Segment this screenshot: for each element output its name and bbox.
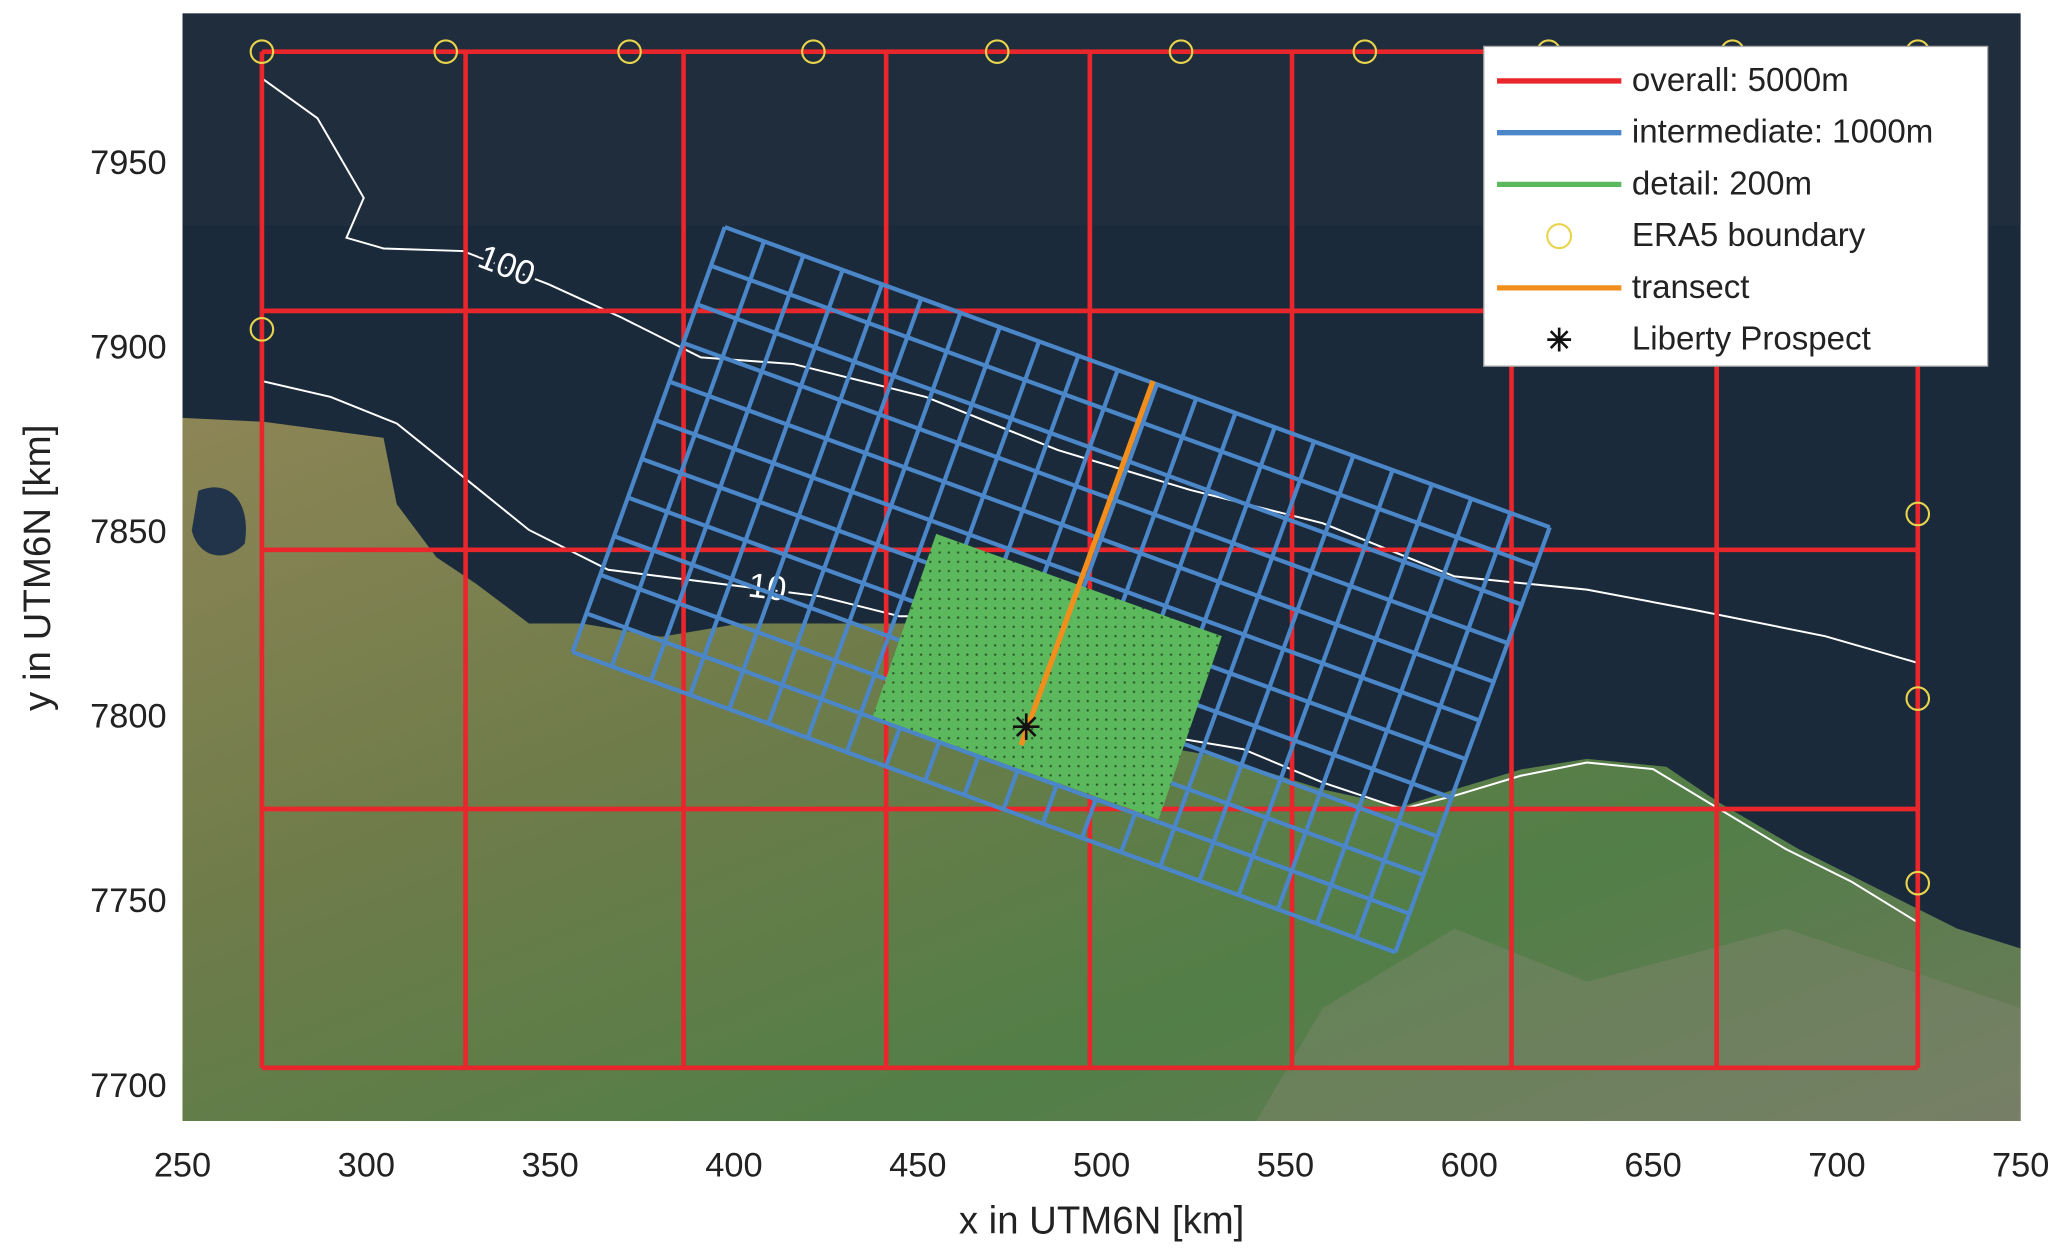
intermediate-grid-line <box>1315 497 1474 925</box>
intermediate-grid-line <box>609 240 767 668</box>
legend-label: transect <box>1632 269 1750 306</box>
legend-label: Liberty Prospect <box>1632 321 1871 358</box>
y-axis-label: y in UTM6N [km] <box>16 425 59 711</box>
legend-label: overall: 5000m <box>1632 62 1849 99</box>
era5-point <box>1905 501 1931 527</box>
intermediate-grid-line <box>668 379 1495 684</box>
era5-point <box>984 39 1010 65</box>
x-tick-label: 350 <box>521 1147 578 1185</box>
legend-marker <box>1546 223 1573 250</box>
intermediate-grid-line <box>805 312 963 739</box>
x-tick-label: 450 <box>889 1147 946 1185</box>
intermediate-grid-line <box>724 225 1551 530</box>
era5-point <box>433 39 459 65</box>
intermediate-grid-line <box>648 254 806 682</box>
x-tick-label: 300 <box>338 1147 395 1185</box>
y-tick-label: 7850 <box>90 513 166 551</box>
intermediate-grid-line <box>1197 455 1356 882</box>
x-tick-label: 400 <box>705 1147 762 1185</box>
legend-box <box>1483 45 1989 367</box>
transect-line <box>1018 380 1156 747</box>
intermediate-grid-line <box>570 226 727 653</box>
era5-point <box>249 39 275 65</box>
y-tick-label: 7700 <box>90 1067 166 1105</box>
axes: x in UTM6N [km] y in UTM6N [km] 250 300 35… <box>16 144 2050 1243</box>
legend-label: ERA5 boundary <box>1632 217 1866 254</box>
intermediate-grid-line <box>1275 483 1434 911</box>
y-tick-label: 7800 <box>90 698 166 736</box>
intermediate-grid-line <box>682 340 1509 646</box>
intermediate-grid-line <box>1354 512 1513 939</box>
intermediate-grid-line <box>688 269 845 696</box>
intermediate-grid-line <box>1236 469 1395 896</box>
x-tick-label: 700 <box>1808 1147 1865 1185</box>
y-tick-label: 7750 <box>90 882 166 920</box>
era5-point <box>1905 686 1931 711</box>
legend-marker <box>1547 327 1572 352</box>
era5-point <box>1352 39 1378 65</box>
x-tick-label: 600 <box>1441 1147 1498 1185</box>
intermediate-grid-line <box>1393 526 1552 953</box>
x-tick-label: 550 <box>1257 1147 1314 1185</box>
era5-point <box>1168 39 1194 65</box>
y-tick-label: 7900 <box>90 328 166 366</box>
x-tick-label: 500 <box>1073 1147 1130 1185</box>
era5-point <box>249 317 275 342</box>
legend-label: detail: 200m <box>1632 165 1812 202</box>
x-tick-label: 650 <box>1624 1147 1681 1185</box>
intermediate-grid-line <box>654 418 1481 723</box>
x-tick-label: 750 <box>1992 1147 2049 1185</box>
legend-label: intermediate: 1000m <box>1632 114 1933 151</box>
intermediate-grid-line <box>585 611 1411 916</box>
intermediate-grid-line <box>1158 440 1317 868</box>
x-axis-label: x in UTM6N [km] <box>959 1199 1244 1242</box>
y-tick-label: 7950 <box>90 144 166 182</box>
contour-line <box>261 77 1918 664</box>
mountains <box>1256 928 2021 1122</box>
intermediate-grid-line <box>766 297 924 725</box>
era5-point <box>801 39 826 65</box>
era5-point <box>1905 870 1931 896</box>
intermediate-grid-line <box>571 650 1397 955</box>
lake <box>191 487 246 556</box>
era5-point <box>617 39 642 65</box>
x-tick-label: 250 <box>154 1147 211 1185</box>
liberty-prospect <box>1013 713 1040 740</box>
intermediate-grid-line <box>710 263 1537 568</box>
intermediate-grid-line <box>727 283 884 710</box>
intermediate-grid-line <box>844 326 1002 753</box>
intermediate-grid-line <box>696 302 1523 607</box>
legend: overall: 5000m intermediate: 1000m detail:… <box>1483 45 1989 367</box>
